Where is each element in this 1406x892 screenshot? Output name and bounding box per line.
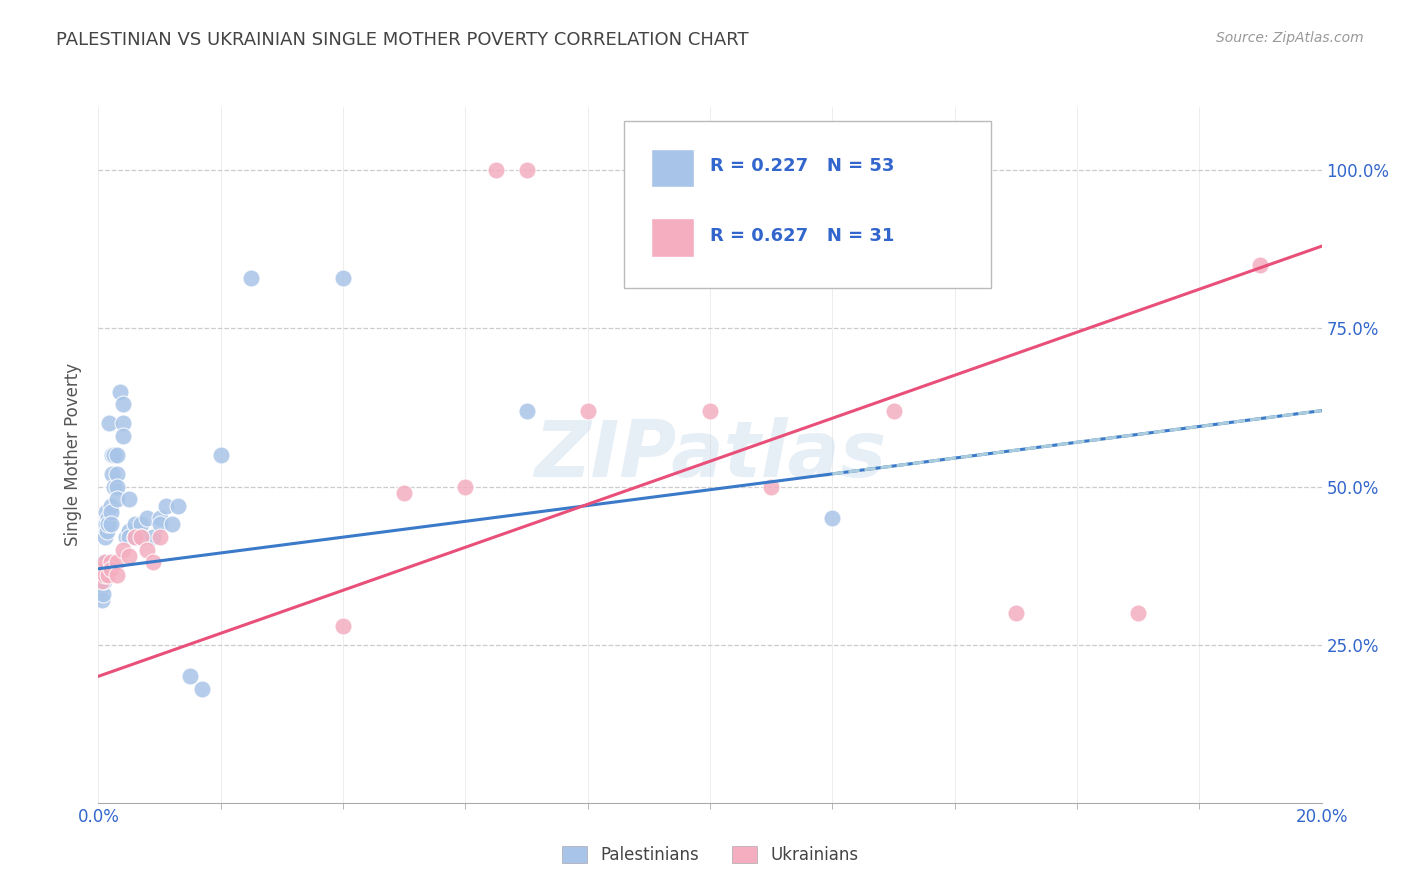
- Point: [209, 448, 232, 462]
- Point: [1249, 258, 1271, 272]
- Point: [149, 530, 172, 544]
- Point: [90, 568, 112, 582]
- Point: [93, 530, 115, 544]
- Point: [240, 270, 263, 285]
- Point: [111, 429, 134, 443]
- Point: [136, 542, 159, 557]
- Legend: Palestinians, Ukrainians: Palestinians, Ukrainians: [561, 846, 859, 864]
- Point: [149, 511, 172, 525]
- Point: [576, 403, 599, 417]
- Y-axis label: Single Mother Poverty: Single Mother Poverty: [65, 363, 83, 547]
- Point: [100, 505, 122, 519]
- Point: [91, 587, 114, 601]
- Point: [97, 511, 120, 525]
- Point: [105, 448, 128, 462]
- Point: [516, 403, 538, 417]
- Text: R = 0.227   N = 53: R = 0.227 N = 53: [710, 157, 894, 175]
- Point: [167, 499, 190, 513]
- Point: [91, 562, 114, 576]
- Point: [90, 581, 112, 595]
- Point: [191, 681, 214, 696]
- Point: [160, 517, 183, 532]
- Text: R = 0.627   N = 31: R = 0.627 N = 31: [710, 227, 894, 244]
- Point: [142, 556, 165, 570]
- Point: [91, 574, 114, 589]
- Point: [105, 467, 128, 481]
- Point: [454, 479, 477, 493]
- Point: [118, 549, 141, 563]
- Point: [111, 542, 134, 557]
- FancyBboxPatch shape: [651, 219, 695, 257]
- Point: [93, 517, 115, 532]
- Point: [105, 492, 128, 507]
- Point: [1128, 606, 1150, 620]
- Point: [129, 530, 152, 544]
- Point: [100, 562, 122, 576]
- Point: [101, 467, 124, 481]
- Point: [105, 556, 128, 570]
- Point: [821, 511, 844, 525]
- Point: [105, 568, 128, 582]
- Point: [105, 479, 128, 493]
- Point: [142, 530, 165, 544]
- Point: [179, 669, 201, 683]
- Point: [124, 530, 146, 544]
- Point: [108, 384, 131, 399]
- Point: [96, 517, 118, 532]
- Point: [93, 574, 115, 589]
- Point: [332, 618, 354, 632]
- Point: [1004, 606, 1026, 620]
- Point: [97, 417, 120, 431]
- Point: [90, 574, 112, 589]
- Point: [118, 524, 141, 538]
- Point: [89, 568, 111, 582]
- Point: [91, 593, 114, 607]
- Point: [129, 530, 152, 544]
- Point: [332, 270, 354, 285]
- Point: [516, 163, 538, 178]
- Point: [883, 403, 905, 417]
- Point: [136, 511, 159, 525]
- Point: [118, 530, 141, 544]
- Text: ZIPatlas: ZIPatlas: [534, 417, 886, 493]
- Point: [103, 448, 125, 462]
- FancyBboxPatch shape: [624, 121, 991, 288]
- Point: [759, 479, 782, 493]
- Point: [124, 517, 146, 532]
- Point: [97, 568, 120, 582]
- Point: [485, 163, 508, 178]
- Point: [89, 562, 111, 576]
- Point: [118, 492, 141, 507]
- Point: [699, 403, 721, 417]
- FancyBboxPatch shape: [651, 149, 695, 187]
- Point: [101, 448, 124, 462]
- Point: [94, 505, 117, 519]
- Point: [129, 517, 152, 532]
- Text: PALESTINIAN VS UKRAINIAN SINGLE MOTHER POVERTY CORRELATION CHART: PALESTINIAN VS UKRAINIAN SINGLE MOTHER P…: [56, 31, 749, 49]
- Point: [392, 486, 416, 500]
- Point: [100, 499, 122, 513]
- Point: [93, 568, 115, 582]
- Point: [97, 517, 120, 532]
- Point: [103, 479, 125, 493]
- Point: [111, 397, 134, 411]
- Point: [89, 562, 111, 576]
- Point: [100, 556, 122, 570]
- Point: [100, 517, 122, 532]
- Point: [115, 530, 138, 544]
- Point: [149, 517, 172, 532]
- Text: Source: ZipAtlas.com: Source: ZipAtlas.com: [1216, 31, 1364, 45]
- Point: [96, 524, 118, 538]
- Point: [91, 556, 114, 570]
- Point: [124, 530, 146, 544]
- Point: [93, 556, 115, 570]
- Point: [111, 417, 134, 431]
- Point: [155, 499, 177, 513]
- Point: [637, 163, 661, 178]
